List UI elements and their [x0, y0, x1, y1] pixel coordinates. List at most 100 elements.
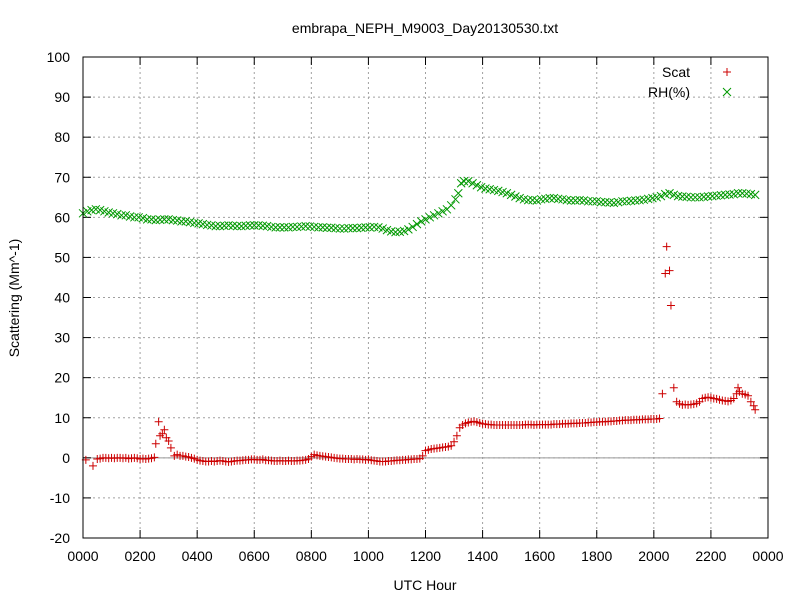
data-point [416, 216, 426, 226]
data-point [245, 220, 255, 230]
data-point [237, 221, 246, 231]
data-point [658, 389, 667, 398]
data-point [365, 223, 375, 232]
data-point [164, 436, 173, 445]
data-point [156, 431, 165, 440]
y-tick-label: 60 [54, 209, 70, 225]
data-point [284, 223, 293, 232]
data-point [669, 383, 678, 392]
data-point [356, 223, 366, 233]
data-point [412, 219, 422, 229]
data-point [656, 191, 666, 201]
data-point [335, 224, 345, 233]
data-point [707, 191, 717, 201]
x-tick-label: 0600 [239, 548, 270, 564]
data-point [254, 220, 263, 230]
series-rh [78, 176, 760, 237]
data-point [690, 192, 700, 202]
data-point [686, 192, 696, 202]
data-point [421, 214, 430, 224]
data-point [618, 196, 627, 206]
data-point [447, 441, 456, 450]
data-point [446, 200, 456, 210]
data-point [570, 196, 580, 205]
data-point [596, 197, 606, 207]
data-point [177, 216, 186, 226]
data-point [450, 437, 459, 446]
data-point [750, 190, 760, 200]
data-point [228, 221, 238, 231]
data-point [528, 195, 537, 205]
data-point [404, 225, 413, 234]
data-point [215, 221, 225, 231]
data-point [472, 180, 482, 190]
x-tick-label: 0800 [296, 548, 327, 564]
data-point [749, 401, 758, 410]
data-point [626, 196, 636, 206]
data-point [130, 212, 139, 222]
data-point [348, 223, 358, 233]
y-tick-label: 50 [54, 249, 70, 265]
data-point [742, 189, 751, 199]
data-point [600, 197, 610, 207]
data-point [661, 269, 670, 278]
data-point [305, 222, 315, 231]
data-point [630, 196, 640, 205]
data-point [211, 221, 221, 231]
data-point [309, 222, 319, 232]
y-tick-label: -20 [50, 530, 70, 546]
y-tick-label: 40 [54, 290, 70, 306]
y-tick-label: 20 [54, 370, 70, 386]
data-point [635, 195, 644, 205]
data-point [352, 223, 362, 233]
data-point [695, 192, 704, 202]
data-point [331, 223, 340, 233]
data-point [733, 188, 743, 198]
data-point [734, 383, 743, 392]
data-point [744, 391, 753, 400]
data-point [142, 214, 152, 224]
data-point [408, 222, 418, 232]
data-point [429, 210, 439, 220]
data-point [258, 221, 268, 231]
data-point [729, 394, 738, 403]
x-tick-label: 1600 [524, 548, 555, 564]
data-point [224, 220, 233, 230]
data-point [151, 439, 160, 448]
data-point [296, 222, 306, 231]
data-point [154, 417, 163, 426]
data-point [326, 223, 336, 233]
data-point [703, 192, 713, 201]
data-point [468, 178, 477, 188]
y-tick-label: 0 [62, 450, 70, 466]
y-tick-label: -10 [50, 490, 70, 506]
y-axis-label: Scattering (Mm^-1) [6, 239, 22, 358]
data-point [666, 301, 675, 310]
data-point [219, 221, 229, 231]
data-point [275, 223, 285, 232]
data-point [160, 425, 169, 434]
data-point [292, 222, 302, 232]
data-point [459, 176, 469, 186]
data-point [361, 223, 370, 232]
data-point [318, 223, 328, 232]
data-point [322, 223, 332, 233]
data-point [725, 190, 734, 199]
data-points [78, 176, 760, 470]
data-point [88, 461, 97, 470]
x-tick-label: 1200 [410, 548, 441, 564]
legend-label: Scat [662, 64, 690, 80]
data-point [751, 405, 760, 414]
data-point [418, 451, 427, 460]
data-point [232, 221, 242, 231]
data-point [588, 196, 597, 206]
chart-title: embrapa_NEPH_M9003_Day20130530.txt [292, 20, 558, 36]
data-point [166, 443, 175, 452]
data-point [438, 206, 447, 216]
data-point [583, 196, 593, 206]
data-point [150, 453, 159, 462]
x-tick-label: 2200 [695, 548, 726, 564]
x-axis-label: UTC Hour [393, 577, 456, 593]
data-point [158, 429, 167, 438]
